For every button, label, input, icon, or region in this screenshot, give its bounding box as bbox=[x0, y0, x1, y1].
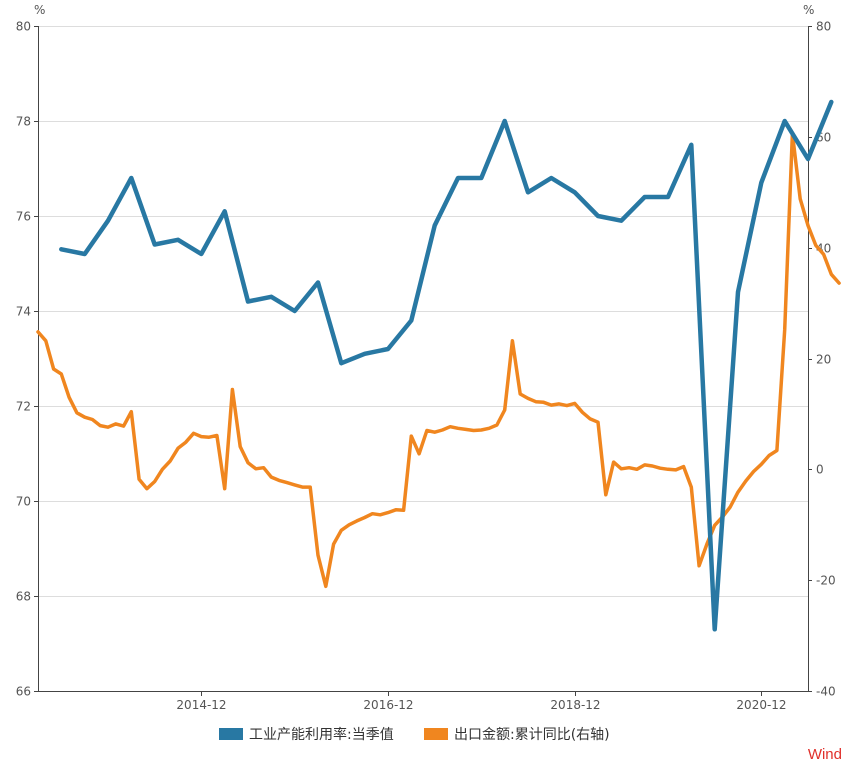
left-tick-label: 72 bbox=[16, 400, 31, 414]
right-tick-label: -40 bbox=[816, 685, 836, 699]
series-line-utilization bbox=[59, 99, 834, 632]
left-tick-label: 70 bbox=[16, 495, 31, 509]
x-tick-label: 2014-12 bbox=[176, 698, 226, 712]
right-axis-unit: % bbox=[803, 3, 814, 17]
x-axis-ticks: 2014-12 2016-12 2018-12 2020-12 bbox=[176, 691, 787, 712]
left-tick-label: 78 bbox=[16, 115, 31, 129]
series-line-exports bbox=[36, 131, 841, 589]
gridlines bbox=[38, 26, 808, 597]
right-tick-label: 80 bbox=[816, 20, 831, 34]
legend-label-utilization: 工业产能利用率:当季值 bbox=[249, 726, 394, 743]
x-tick-label: 2020-12 bbox=[736, 698, 786, 712]
left-axis-unit: % bbox=[34, 3, 45, 17]
x-tick-label: 2018-12 bbox=[550, 698, 600, 712]
right-tick-label: -20 bbox=[816, 574, 836, 588]
left-tick-label: 68 bbox=[16, 590, 31, 604]
left-axis-ticks: 66 68 70 72 74 76 78 80 bbox=[16, 20, 38, 699]
right-tick-label: 0 bbox=[816, 463, 824, 477]
right-tick-label: 20 bbox=[816, 353, 831, 367]
series-lines bbox=[36, 99, 841, 632]
brand-watermark: Wind bbox=[808, 746, 842, 763]
left-tick-label: 76 bbox=[16, 210, 31, 224]
legend-swatch-utilization bbox=[219, 728, 243, 740]
left-tick-label: 80 bbox=[16, 20, 31, 34]
x-tick-label: 2016-12 bbox=[363, 698, 413, 712]
legend: 工业产能利用率:当季值 出口金额:累计同比(右轴) bbox=[219, 726, 610, 743]
left-tick-label: 66 bbox=[16, 685, 31, 699]
legend-label-exports: 出口金额:累计同比(右轴) bbox=[454, 727, 610, 743]
left-tick-label: 74 bbox=[16, 305, 31, 319]
legend-swatch-exports bbox=[424, 728, 448, 740]
